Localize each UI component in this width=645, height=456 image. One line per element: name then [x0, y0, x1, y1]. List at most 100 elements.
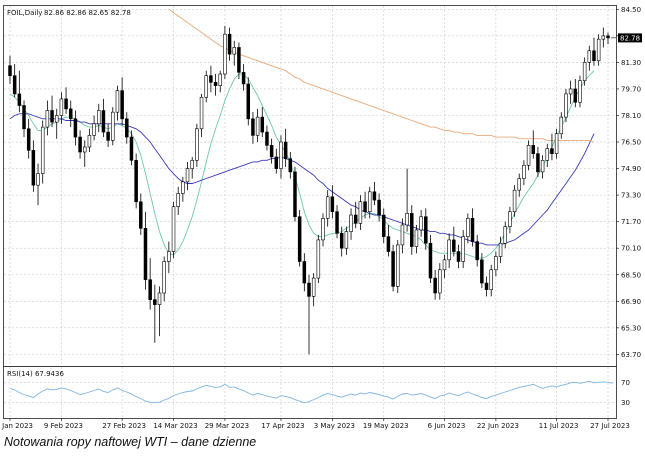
price-axis: 63.70 65.30 66.90 68.50 70.10 71.70 73.30 74.90…: [616, 6, 641, 359]
candle-body-up: [40, 126, 45, 174]
candle-body-up: [461, 236, 465, 262]
candle-body-down: [302, 261, 307, 284]
candle-body-down: [139, 201, 143, 229]
candle-body-down: [470, 218, 475, 242]
candle-body-down: [22, 105, 26, 130]
date-tick-label: 14 Mar 2023: [153, 422, 197, 430]
candle-body-up: [367, 191, 372, 213]
candle-body-down: [592, 50, 596, 62]
rsi-axis: 30 70: [621, 379, 630, 407]
candle-body-down: [120, 90, 124, 120]
candle-body-up: [279, 141, 283, 169]
candle-body-up: [190, 159, 194, 169]
candle-body-down: [536, 153, 540, 173]
candle-body-up: [115, 90, 120, 113]
candle-body-up: [195, 128, 199, 161]
candle-body-down: [456, 251, 461, 262]
date-tick-label: 6 Jun 2023: [428, 422, 466, 430]
ma-line-ma-fast: [9, 70, 595, 259]
candle-body-up: [59, 98, 64, 116]
candle-body-up: [405, 213, 409, 226]
candle-body-down: [153, 299, 157, 305]
candle-body-up: [255, 116, 260, 136]
candle-body-down: [372, 191, 377, 201]
symbol-label: FOIL,Daily: [7, 9, 42, 17]
price-tick-label: 65.30: [621, 324, 641, 332]
candle-body-down: [143, 228, 148, 281]
rsi-panel-frame: [3, 366, 617, 419]
candle-body-up: [311, 277, 316, 297]
candle-body-up: [167, 251, 171, 262]
candle-body-up: [517, 178, 521, 191]
candle-body-down: [8, 65, 12, 76]
candles: [8, 25, 616, 355]
candle-body-up: [545, 148, 550, 161]
candle-body-up: [564, 93, 568, 118]
date-tick-label: 29 Mar 2023: [205, 422, 249, 430]
date-tick-label: 19 May 2023: [363, 422, 409, 430]
candle-body-up: [587, 50, 592, 63]
candle-body-down: [288, 158, 293, 173]
candle-body-down: [452, 239, 456, 252]
chart-caption: Notowania ropy naftowej WTI – dane dzien…: [4, 435, 257, 449]
candle-body-down: [339, 232, 344, 249]
candle-body-down: [101, 110, 106, 133]
candle-body-up: [171, 206, 176, 252]
candle-body-down: [73, 118, 78, 138]
date-tick-label: 9 Feb 2023: [44, 422, 83, 430]
current-price-label: 82.78: [620, 34, 640, 42]
candle-body-down: [484, 282, 489, 290]
date-axis: 24 Jan 2023 9 Feb 2023 27 Feb 2023 14 Mar 2…: [0, 418, 630, 430]
price-tick-label: 74.90: [621, 165, 641, 173]
candle-body-down: [330, 196, 335, 213]
candle-body-down: [241, 72, 246, 85]
candle-body-down: [209, 75, 213, 83]
candle-body-up: [400, 224, 405, 246]
candle-body-up: [503, 226, 507, 244]
candle-body-down: [265, 131, 269, 146]
candle-body-down: [297, 216, 302, 262]
candle-body-up: [494, 256, 498, 271]
candle-body-down: [433, 277, 437, 294]
candle-body-down: [573, 88, 578, 103]
candle-body-up: [447, 239, 451, 261]
rsi-series: [9, 380, 613, 404]
candle-body-up: [419, 216, 423, 231]
price-tick-label: 70.10: [621, 245, 641, 253]
candle-body-up: [601, 35, 606, 40]
candle-body-up: [36, 173, 40, 186]
current-price-marker: 82.78: [618, 33, 642, 43]
candle-body-up: [176, 193, 180, 208]
date-tick-label: 17 Apr 2023: [261, 422, 304, 430]
candle-body-down: [410, 213, 414, 247]
candle-body-down: [606, 35, 610, 39]
price-tick-label: 71.70: [621, 218, 641, 226]
candle-body-up: [185, 168, 190, 183]
rsi-title: RSI(14) 67.9436: [7, 370, 64, 378]
candle-body-down: [237, 47, 241, 73]
main-panel-frame: [3, 5, 617, 367]
price-tick-label: 73.30: [621, 192, 641, 200]
candle-body-up: [223, 33, 227, 75]
candle-body-up: [442, 259, 447, 271]
candle-body-down: [307, 282, 311, 297]
candle-body-up: [578, 80, 582, 103]
date-tick-label: 24 Jan 2023: [0, 422, 33, 430]
candle-body-down: [26, 128, 31, 151]
candle-body-down: [78, 136, 82, 153]
candle-body-up: [526, 145, 531, 166]
candle-body-down: [246, 83, 251, 120]
candle-body-up: [92, 123, 96, 136]
candle-body-up: [97, 110, 101, 125]
ohlc-values: 82.86 82.86 82.65 82.78: [44, 9, 131, 17]
date-tick-label: 27 Feb 2023: [102, 422, 146, 430]
candle-body-up: [559, 116, 564, 135]
candle-body-up: [414, 229, 419, 247]
candle-body-down: [531, 145, 535, 154]
candle-body-down: [424, 216, 428, 244]
candle-body-down: [382, 214, 386, 237]
date-tick-label: 27 Jul 2023: [590, 422, 630, 430]
candle-body-down: [213, 82, 218, 86]
candle-body-down: [125, 118, 129, 138]
